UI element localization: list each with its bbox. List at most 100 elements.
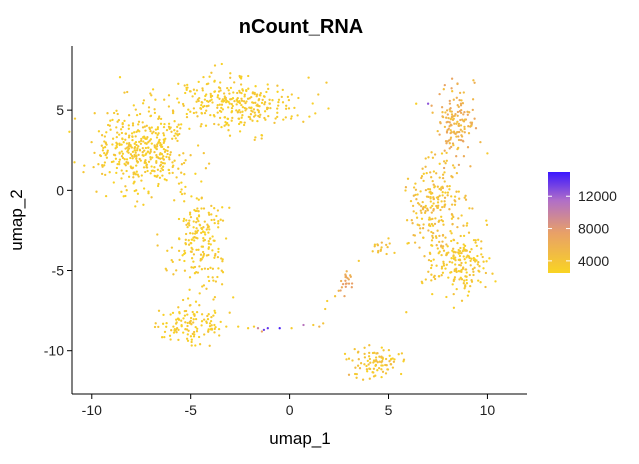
cell-point <box>405 219 409 222</box>
cell-point <box>133 142 136 145</box>
cell-point <box>326 299 329 303</box>
cell-point <box>262 328 266 332</box>
cell-point <box>367 363 370 366</box>
cell-point <box>325 81 328 84</box>
cell-point <box>235 99 239 102</box>
cell-point <box>194 317 198 321</box>
cell-point <box>220 283 224 286</box>
cell-point <box>180 163 184 166</box>
cell-point <box>163 162 166 165</box>
cell-point <box>287 107 291 110</box>
cell-point <box>132 182 135 185</box>
cell-point <box>150 165 153 168</box>
cell-point <box>252 101 255 105</box>
cell-point <box>276 84 279 87</box>
cell-point <box>103 164 106 167</box>
cell-point <box>161 168 165 172</box>
cell-point <box>462 113 465 116</box>
cell-point <box>207 242 210 245</box>
cell-point <box>133 131 136 134</box>
cell-point <box>445 295 448 299</box>
cell-point <box>445 121 448 124</box>
cell-point <box>155 161 158 164</box>
cell-point <box>466 222 469 225</box>
cell-point <box>441 240 444 243</box>
cell-point <box>197 219 200 223</box>
cell-point <box>440 267 444 270</box>
cell-point <box>427 187 430 191</box>
cell-point <box>460 299 464 302</box>
cell-point <box>231 97 235 100</box>
cell-point <box>133 189 136 193</box>
cell-point <box>241 89 245 92</box>
cell-point <box>414 188 418 191</box>
cell-point <box>374 356 378 359</box>
cell-point <box>129 145 132 148</box>
cell-point <box>400 352 404 355</box>
cell-point <box>192 318 195 321</box>
cell-point <box>210 327 213 330</box>
colorbar-tick-label: 12000 <box>578 188 617 204</box>
cell-point <box>188 127 191 130</box>
cell-point <box>213 218 216 221</box>
cell-point <box>430 239 434 242</box>
cell-point <box>425 195 429 198</box>
cell-point <box>471 207 474 210</box>
cell-point <box>229 76 232 79</box>
cell-point <box>203 98 207 101</box>
cell-point <box>444 139 448 143</box>
cell-point <box>118 76 122 79</box>
cell-point <box>192 107 196 110</box>
cell-point <box>155 136 159 139</box>
cell-point <box>441 246 444 250</box>
cell-point <box>448 125 451 128</box>
cell-point <box>457 269 460 273</box>
cell-point <box>347 357 351 360</box>
cell-point <box>455 190 458 193</box>
cell-point <box>289 117 293 120</box>
cell-point <box>237 325 240 328</box>
cell-point <box>232 296 235 299</box>
cell-point <box>441 220 445 223</box>
cell-point <box>149 148 152 151</box>
cell-point <box>161 156 164 160</box>
cell-point <box>212 279 215 282</box>
cell-point <box>133 153 136 157</box>
cell-point <box>456 241 459 245</box>
cell-point <box>357 259 360 263</box>
cell-point <box>448 260 451 264</box>
cell-point <box>418 246 421 249</box>
cell-point <box>206 267 210 271</box>
cell-point <box>442 249 446 252</box>
cell-point <box>416 193 419 196</box>
cell-point <box>474 127 478 130</box>
cell-point <box>196 144 200 147</box>
cell-point <box>284 116 287 119</box>
cell-point <box>445 142 448 145</box>
cell-point <box>422 236 425 239</box>
cell-point <box>458 197 461 200</box>
cell-point <box>284 107 288 110</box>
cell-point <box>239 111 242 114</box>
cell-point <box>141 146 144 150</box>
cell-point <box>190 242 193 245</box>
cell-point <box>177 182 181 185</box>
cell-point <box>175 176 178 179</box>
cell-point <box>451 164 455 167</box>
cell-point <box>121 137 124 141</box>
cell-point <box>430 273 433 276</box>
cell-point <box>440 106 444 109</box>
cell-point <box>478 265 481 268</box>
cell-point <box>451 176 454 179</box>
cell-point <box>462 234 466 238</box>
cell-point <box>109 128 112 131</box>
cell-point <box>216 94 220 97</box>
cell-point <box>455 155 458 158</box>
cell-point <box>459 264 462 267</box>
colorbar-tick-label: 8000 <box>578 221 609 237</box>
cell-point <box>480 240 483 243</box>
cell-point <box>162 125 166 129</box>
cell-point <box>151 88 155 91</box>
cell-point <box>430 211 433 214</box>
cell-point <box>153 166 156 169</box>
